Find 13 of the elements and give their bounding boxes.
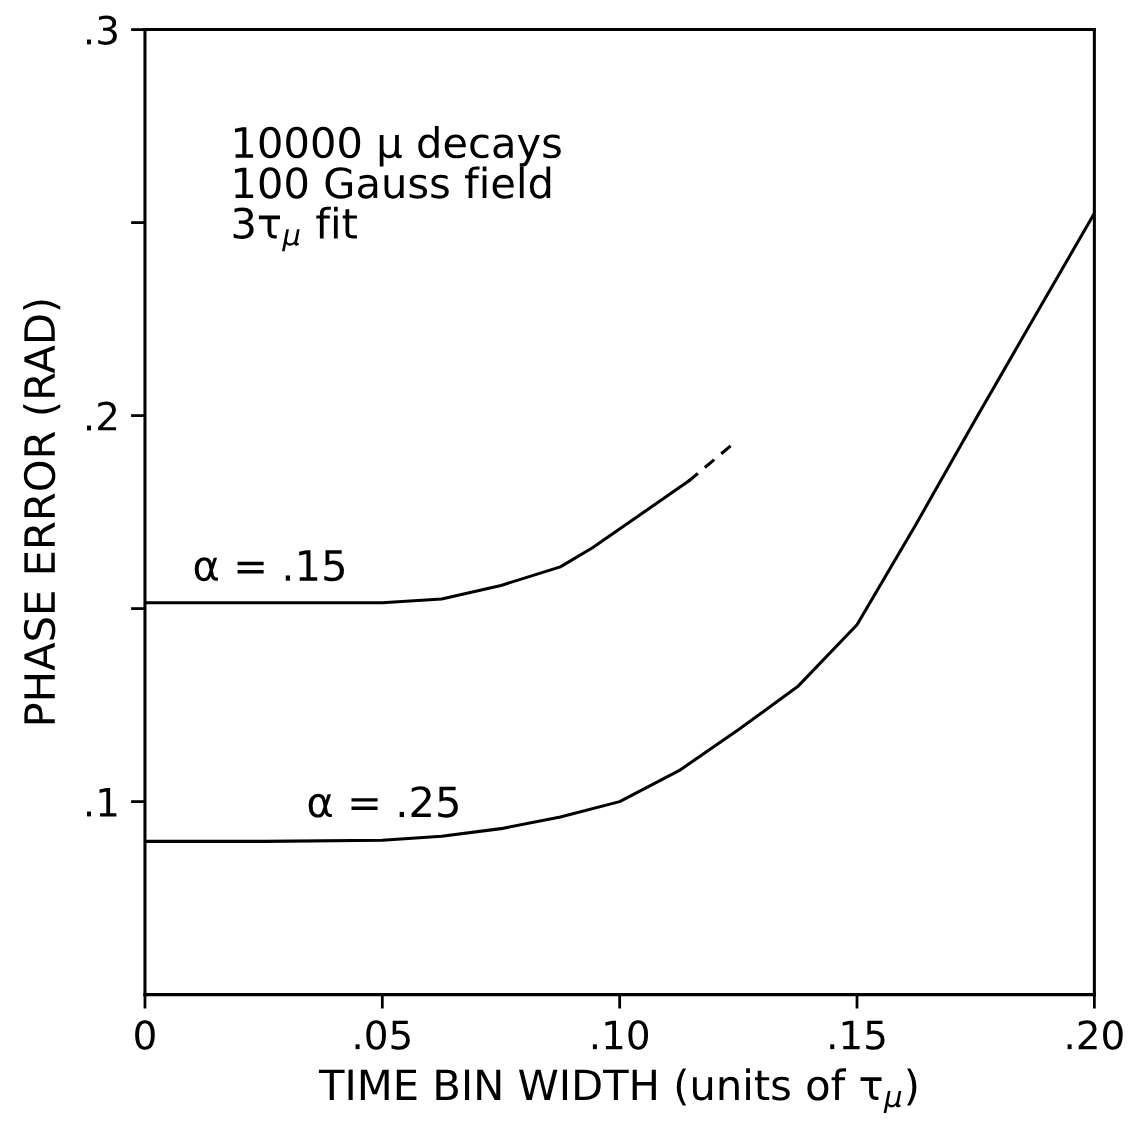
y-axis-title: PHASE ERROR (RAD) bbox=[23, 300, 61, 724]
x-tick-label: .15 bbox=[830, 1020, 885, 1050]
annotation: α = .25 bbox=[308, 786, 458, 818]
x-tick-label: 0 bbox=[135, 1020, 155, 1050]
x-tick-label: .20 bbox=[1067, 1020, 1123, 1050]
annotation: α = .15 bbox=[194, 550, 344, 582]
y-tick-label: .3 bbox=[87, 15, 117, 45]
y-tick-label: .2 bbox=[87, 401, 117, 431]
x-tick-label: .05 bbox=[355, 1020, 410, 1050]
annotation: 10000 μ decays 100 Gauss field 3τ$_{μ}$ fit bbox=[233, 126, 561, 252]
x-axis-title: TIME BIN WIDTH (units of τ$_{μ}$) bbox=[318, 1068, 917, 1113]
x-tick-label: .10 bbox=[592, 1020, 649, 1050]
y-tick-label: .1 bbox=[87, 788, 117, 817]
